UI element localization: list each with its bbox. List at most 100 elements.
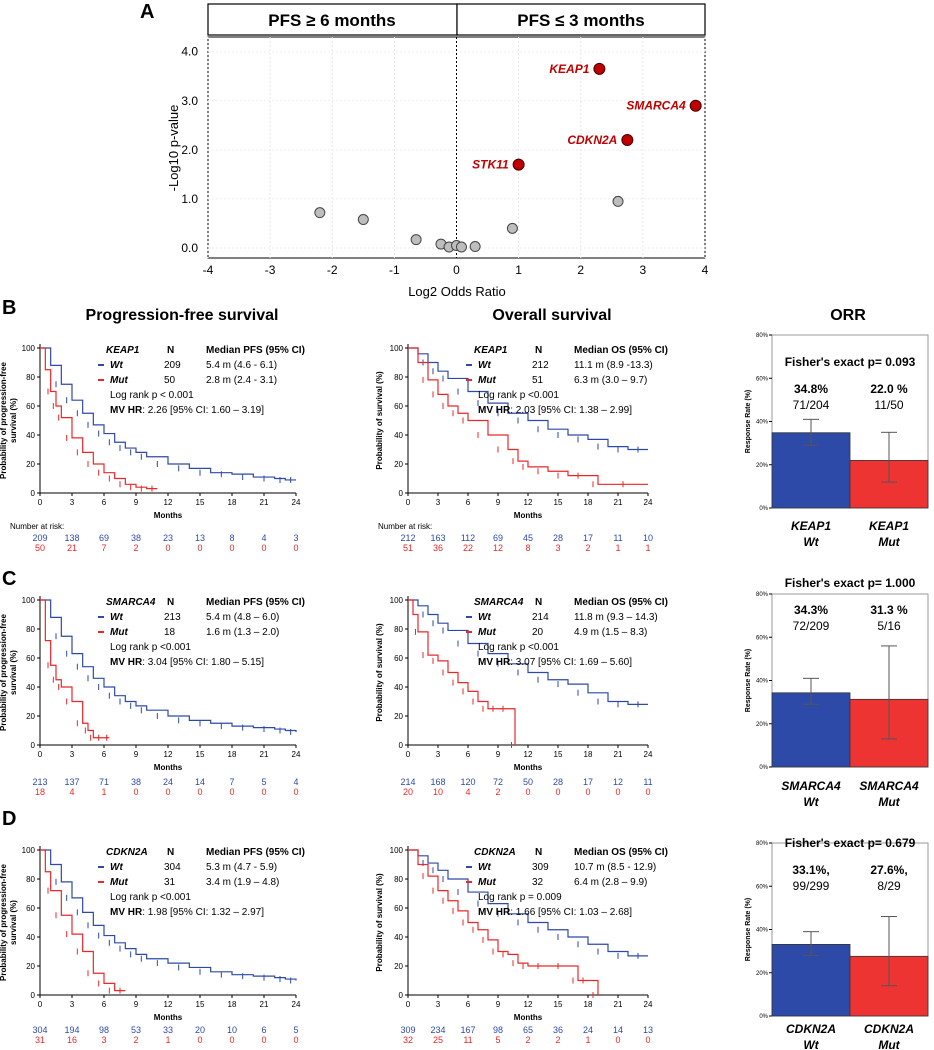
os-c-legend-mut-label: Mut [478, 627, 496, 638]
os-d-risk-mut: 5 [495, 1035, 500, 1045]
os-b-risk-mut: 1 [615, 543, 620, 553]
os-d-curve-wt [408, 849, 648, 957]
pfs-c-x-tick-label: 12 [164, 750, 173, 759]
os-b-legend-wt-stat: 11.1 m (8.9 -13.3) [574, 360, 653, 371]
os-c-x-tick-label: 3 [436, 750, 441, 759]
os-d-x-tick-label: 3 [436, 1000, 441, 1009]
pfs-c-risk-wt: 71 [99, 777, 109, 787]
os-c-risk-mut: 0 [615, 787, 620, 797]
os-b-curve-wt [408, 347, 648, 451]
pfs-d-legend-hr: MV HR: 1.98 [95% CI: 1.32 – 2.97] [110, 907, 264, 918]
pfs-d-legend-gene: CDKN2A [106, 847, 148, 858]
os-b-legend-gene: KEAP1 [474, 345, 508, 356]
y-tick-label: 4.0 [181, 45, 198, 59]
os-c-risk-mut: 0 [525, 787, 530, 797]
os-c-x-tick-label: 21 [614, 750, 623, 759]
pfs-c-risk-wt: 7 [229, 777, 234, 787]
os-d-risk-mut: 2 [525, 1035, 530, 1045]
os-b-risk-mut: 3 [555, 543, 560, 553]
orr-d-cat-wt-gene: CDKN2A [786, 1022, 836, 1036]
pfs-d-y-tick-label: 20 [26, 962, 35, 971]
pfs-b-y-tick-label: 80 [26, 373, 35, 382]
orr-c-cat-mut-gene: SMARCA4 [859, 779, 919, 793]
orr-c-wt-frac: 72/209 [793, 619, 830, 633]
header-box-left [207, 3, 458, 36]
pfs-c-legend-n-head: N [167, 597, 174, 608]
os-b-risk-wt: 17 [583, 533, 593, 543]
pfs-b-legend-gene: KEAP1 [106, 345, 140, 356]
os-c-curve-mut [408, 599, 516, 745]
os-b-risk-mut: 36 [433, 543, 443, 553]
os-b-legend-n-head: N [535, 345, 542, 356]
orr-b-y-tick-label: 40% [756, 420, 769, 426]
orr-d-cat-mut-gene: CDKN2A [864, 1022, 914, 1036]
orr-d-y-tick-label: 40% [756, 928, 769, 934]
orr-d-y-tick-label: 20% [756, 971, 769, 977]
pfs-b-x-tick-label: 0 [38, 498, 43, 507]
pfs-b-risk-mut: 0 [293, 543, 298, 553]
pfs-d-x-tick-label: 9 [134, 1000, 139, 1009]
pfs-b-y-axis-label: Probability of progression-free [0, 361, 8, 478]
pfs-c-legend-mut-label: Mut [110, 627, 128, 638]
pfs-d-risk-wt: 33 [163, 1025, 173, 1035]
pfs-d-legend-logrank: Log rank p <0.001 [110, 892, 191, 903]
pfs-c-legend-mut-stat: 1.6 m (1.3 – 2.0) [206, 627, 279, 638]
pfs-b-risk-wt: 209 [32, 533, 47, 543]
os-d-risk-mut: 0 [615, 1035, 620, 1045]
pfs-c-x-tick-label: 6 [102, 750, 107, 759]
os-b-x-axis-label: Months [514, 511, 543, 520]
orr-c-y-tick-label: 40% [756, 679, 769, 685]
orr-c-cat-wt-gene: SMARCA4 [781, 779, 841, 793]
pfs-d-risk-mut: 2 [133, 1035, 138, 1045]
pfs-b-risk-wt: 69 [99, 533, 109, 543]
pfs-c-y-tick-label: 20 [26, 712, 35, 721]
orr-b-y-tick-label: 20% [756, 463, 769, 469]
ns-point [410, 234, 422, 246]
os-b-risk-wt: 112 [461, 533, 475, 543]
os-b-risk-mut: 8 [525, 543, 530, 553]
pfs-c-risk-mut: 0 [165, 787, 170, 797]
os-d-risk-mut: 0 [645, 1035, 650, 1045]
pfs-b-risk-mut: 21 [67, 543, 77, 553]
pfs-c-risk-mut: 1 [101, 787, 106, 797]
os-d-y-tick-label: 60 [394, 904, 403, 913]
orr-b-cat-mut: Mut [878, 535, 900, 549]
os-b-y-tick-label: 0 [399, 489, 404, 498]
os-d-risk-mut: 25 [433, 1035, 443, 1045]
sig-label-cdkn2a: CDKN2A [567, 133, 617, 147]
x-tick-label: -1 [389, 263, 400, 277]
y-axis-label: -Log10 p-value [166, 105, 181, 192]
os-b-risk-mut: 22 [463, 543, 473, 553]
os-c-risk-wt: 50 [523, 777, 533, 787]
os-b-y-tick-label: 80 [394, 373, 403, 382]
pfs-d-y-axis-label: survival (%) [9, 900, 18, 945]
os-b-x-tick-label: 6 [466, 498, 471, 507]
pfs-d-risk-mut: 0 [197, 1035, 202, 1045]
os-b-legend-mut-stat: 6.3 m (3.0 – 9.7) [574, 375, 647, 386]
orr-b-cat-wt-gene: KEAP1 [791, 519, 831, 533]
pfs-b-legend-mut-n: 50 [164, 375, 176, 386]
os-c-risk-mut: 0 [645, 787, 650, 797]
pfs-b-x-tick-label: 9 [134, 498, 139, 507]
os-d-legend-mut-label: Mut [478, 877, 496, 888]
pfs-d-risk-mut: 0 [229, 1035, 234, 1045]
orr-d-y-tick-label: 60% [756, 884, 769, 890]
pfs-c-x-tick-label: 0 [38, 750, 43, 759]
pfs-d-y-tick-label: 40 [26, 933, 35, 942]
pfs-d-x-tick-label: 0 [38, 1000, 43, 1009]
pfs-b-risk-wt: 38 [131, 533, 141, 543]
os-d-legend-hr: MV HR: 1.66 [95% CI: 1.03 – 2.68] [478, 907, 632, 918]
pfs-b-curve-wt [40, 347, 296, 481]
os-b-risk-wt: 45 [523, 533, 533, 543]
y-tick-label: 3.0 [181, 94, 198, 108]
os-c-x-tick-label: 9 [496, 750, 501, 759]
os-d-risk-mut: 1 [585, 1035, 590, 1045]
os-c-risk-mut: 20 [403, 787, 413, 797]
pfs-b-legend-wt-stat: 5.4 m (4.6 - 6.1) [206, 360, 277, 371]
os-b-x-tick-label: 21 [614, 498, 623, 507]
os-b-curve-mut [408, 347, 648, 485]
os-c-x-tick-label: 18 [584, 750, 593, 759]
os-d-legend-n-head: N [535, 847, 542, 858]
os-b-risk-wt: 28 [553, 533, 563, 543]
os-d-y-axis-label: Probability of survival (%) [375, 873, 384, 972]
